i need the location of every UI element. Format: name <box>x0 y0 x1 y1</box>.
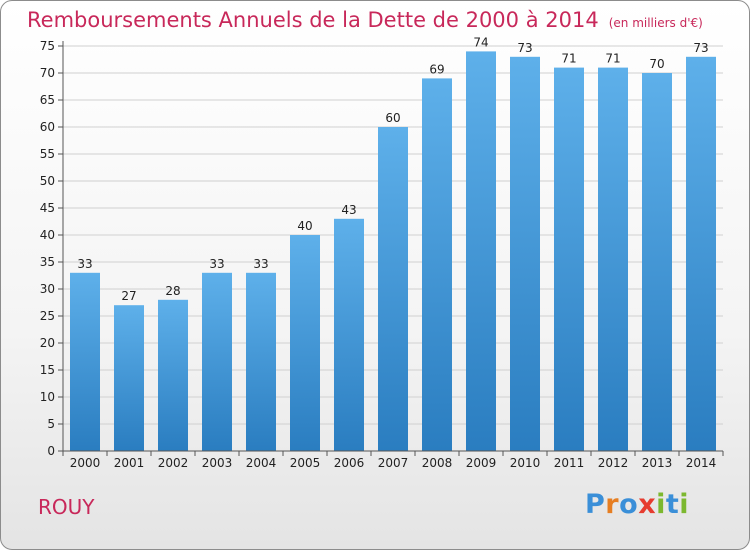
bar-2011 <box>554 67 584 451</box>
logo-letter: x <box>638 489 657 520</box>
logo-letter: i <box>679 489 690 520</box>
x-tick-label-2009: 2009 <box>466 456 497 470</box>
chart-subtitle: (en milliers d'€) <box>608 16 703 30</box>
y-tick-label: 50 <box>40 174 55 188</box>
x-tick-label-2011: 2011 <box>554 456 585 470</box>
chart-title: Remboursements Annuels de la Dette de 20… <box>27 8 703 32</box>
value-label-2002: 28 <box>165 284 180 298</box>
y-tick-label: 0 <box>47 444 55 458</box>
bar-2009 <box>466 51 496 452</box>
city-name: ROUY <box>38 495 95 519</box>
bar-2005 <box>290 235 320 451</box>
y-tick-label: 60 <box>40 120 55 134</box>
bar-2010 <box>510 56 540 452</box>
bar-2012 <box>598 67 628 451</box>
x-tick-label-2001: 2001 <box>114 456 145 470</box>
proxiti-logo: Proxiti <box>585 489 689 520</box>
bar-chart: 33 27 28 33 33 40 43 60 69 74 73 71 71 70 73 0 5 10 15 20 2… <box>40 35 724 470</box>
bar-2006 <box>334 218 364 451</box>
y-tick-label: 20 <box>40 336 55 350</box>
x-tick-label-2002: 2002 <box>158 456 189 470</box>
y-tick-label: 55 <box>40 147 55 161</box>
bar-2002 <box>158 299 188 451</box>
bar-2003 <box>202 272 232 451</box>
bar-2013 <box>642 73 672 451</box>
x-tick-label-2012: 2012 <box>598 456 629 470</box>
logo-letter: o <box>619 489 639 520</box>
bar-2001 <box>114 305 144 451</box>
logo-letter: i <box>656 489 666 520</box>
x-tick-label-2000: 2000 <box>70 456 101 470</box>
value-label-2013: 70 <box>649 57 664 71</box>
x-tick-label-2008: 2008 <box>422 456 453 470</box>
logo-letter: t <box>665 489 680 520</box>
y-tick-label: 75 <box>40 39 55 53</box>
y-tick-label: 5 <box>47 417 55 431</box>
value-label-2007: 60 <box>385 111 400 125</box>
x-tick-label-2013: 2013 <box>642 456 673 470</box>
value-label-2012: 71 <box>605 52 620 66</box>
value-label-2010: 73 <box>517 41 532 55</box>
y-tick-label: 35 <box>40 255 55 269</box>
y-tick-label: 10 <box>40 390 55 404</box>
bar-2007 <box>378 127 408 451</box>
value-label-2004: 33 <box>253 257 268 271</box>
y-tick-label: 70 <box>40 66 55 80</box>
value-label-2005: 40 <box>297 219 312 233</box>
bar-2000 <box>70 272 100 451</box>
value-label-2009: 74 <box>473 35 488 49</box>
x-tick-label-2005: 2005 <box>290 456 321 470</box>
bar-2004 <box>246 272 276 451</box>
value-label-2003: 33 <box>209 257 224 271</box>
chart-title-text: Remboursements Annuels de la Dette de 20… <box>27 8 599 32</box>
x-tick-label-2010: 2010 <box>510 456 541 470</box>
x-tick-label-2004: 2004 <box>246 456 277 470</box>
value-label-2014: 73 <box>693 41 708 55</box>
y-tick-label: 25 <box>40 309 55 323</box>
value-label-2000: 33 <box>77 257 92 271</box>
logo-letter: r <box>605 489 620 520</box>
y-tick-label: 45 <box>40 201 55 215</box>
axes: 0 5 10 15 20 25 30 35 40 45 50 55 60 65 70 75 2000 2001 20… <box>40 39 724 470</box>
x-tick-label-2014: 2014 <box>686 456 717 470</box>
x-tick-label-2007: 2007 <box>378 456 409 470</box>
bars: 33 27 28 33 33 40 43 60 69 74 73 71 71 70 73 <box>70 35 716 452</box>
y-tick-label: 15 <box>40 363 55 377</box>
value-label-2006: 43 <box>341 203 356 217</box>
value-label-2008: 69 <box>429 62 444 76</box>
y-tick-label: 40 <box>40 228 55 242</box>
x-tick-label-2006: 2006 <box>334 456 365 470</box>
x-tick-label-2003: 2003 <box>202 456 233 470</box>
value-label-2001: 27 <box>121 289 136 303</box>
bar-2014 <box>686 56 716 452</box>
y-tick-label: 65 <box>40 93 55 107</box>
logo-letter: P <box>585 489 606 520</box>
value-label-2011: 71 <box>561 52 576 66</box>
y-tick-label: 30 <box>40 282 55 296</box>
bar-2008 <box>422 78 452 452</box>
